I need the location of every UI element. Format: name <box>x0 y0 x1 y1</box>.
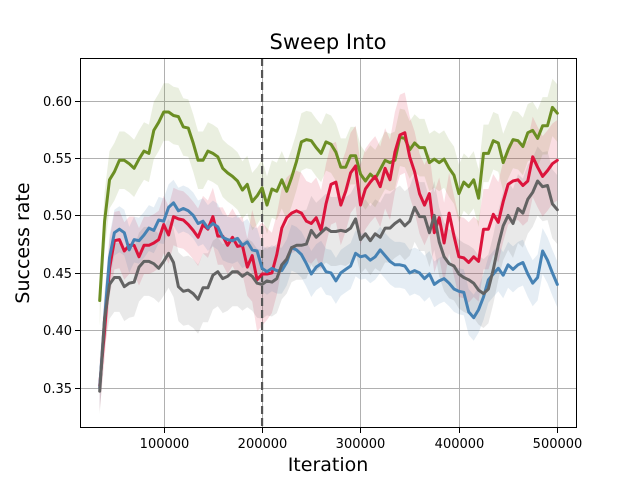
y-tick-label: 0.50 <box>43 209 72 224</box>
y-tick-label: 0.55 <box>43 152 72 167</box>
x-tick-label: 200000 <box>238 437 288 452</box>
series-2-band <box>99 179 558 409</box>
x-tick-label: 400000 <box>435 437 485 452</box>
y-tick-label: 0.35 <box>43 382 72 397</box>
series-lines <box>98 105 559 393</box>
y-axis-label: Success rate <box>12 182 34 303</box>
plot-frame <box>80 58 577 428</box>
x-tick-label: 500000 <box>533 437 583 452</box>
y-tick-label: 0.60 <box>43 95 72 110</box>
series-1-line <box>98 131 559 387</box>
x-tick-label: 100000 <box>140 437 190 452</box>
x-tick-label: 300000 <box>336 437 386 452</box>
series-2-line <box>98 201 559 390</box>
x-axis-ticks: 100000 200000 300000 400000 500000 <box>140 428 583 452</box>
series-1-band <box>99 92 558 411</box>
series-0-line <box>98 105 559 302</box>
chart-title: Sweep Into <box>270 30 387 54</box>
y-axis-ticks: 0.35 0.40 0.45 0.50 0.55 0.60 <box>43 95 80 397</box>
y-tick-label: 0.45 <box>43 267 72 282</box>
series-3-line <box>98 179 559 393</box>
y-tick-label: 0.40 <box>43 324 72 339</box>
confidence-bands <box>99 78 558 415</box>
x-axis-label: Iteration <box>288 454 369 476</box>
series-0-band <box>99 78 558 326</box>
